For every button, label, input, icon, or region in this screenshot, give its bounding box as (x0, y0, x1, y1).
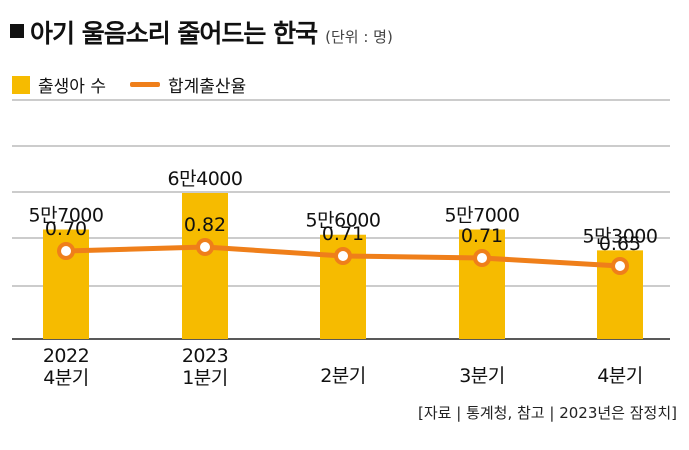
category-label: 2분기 (320, 365, 366, 387)
bar (459, 229, 505, 339)
bar-value-label: 6만4000 (168, 168, 243, 190)
rate-point (57, 242, 75, 260)
rate-value-label: 0.71 (322, 223, 364, 245)
rate-point (611, 257, 629, 275)
category-label: 4분기 (43, 367, 89, 389)
bar-value-label: 5만7000 (445, 205, 520, 227)
title-square-icon (10, 24, 24, 38)
rate-point (196, 238, 214, 256)
category-label: 1분기 (182, 367, 228, 389)
rate-value-label: 0.71 (461, 225, 503, 247)
legend-line-label: 합계출산율 (167, 77, 247, 97)
chart-header: 아기 울음소리 줄어드는 한국 (단위 : 명) (10, 14, 393, 48)
bar-value-label: 5만6000 (306, 210, 381, 232)
legend: 출생아 수 합계출산율 (12, 72, 246, 97)
source-note: [자료 | 통계청, 참고 | 2023년은 잠정치] (418, 404, 677, 422)
rate-value-label: 0.70 (45, 218, 87, 240)
bar-value-label: 5만3000 (583, 225, 658, 247)
unit-note: (단위 : 명) (325, 28, 393, 46)
chart-title: 아기 울음소리 줄어드는 한국 (30, 19, 318, 48)
rate-point (473, 249, 491, 267)
legend-bar-swatch (12, 75, 30, 94)
bar-value-label: 5만7000 (29, 205, 104, 227)
category-label: 2022 (43, 345, 89, 367)
category-label: 3분기 (459, 365, 505, 387)
rate-point (334, 247, 352, 265)
bar (182, 193, 228, 339)
category-label: 2023 (182, 345, 228, 367)
legend-bar-label: 출생아 수 (38, 77, 106, 97)
rate-value-label: 0.82 (184, 214, 226, 236)
category-label: 4분기 (597, 365, 643, 387)
legend-line-swatch (129, 82, 160, 87)
rate-value-label: 0.65 (599, 233, 641, 255)
